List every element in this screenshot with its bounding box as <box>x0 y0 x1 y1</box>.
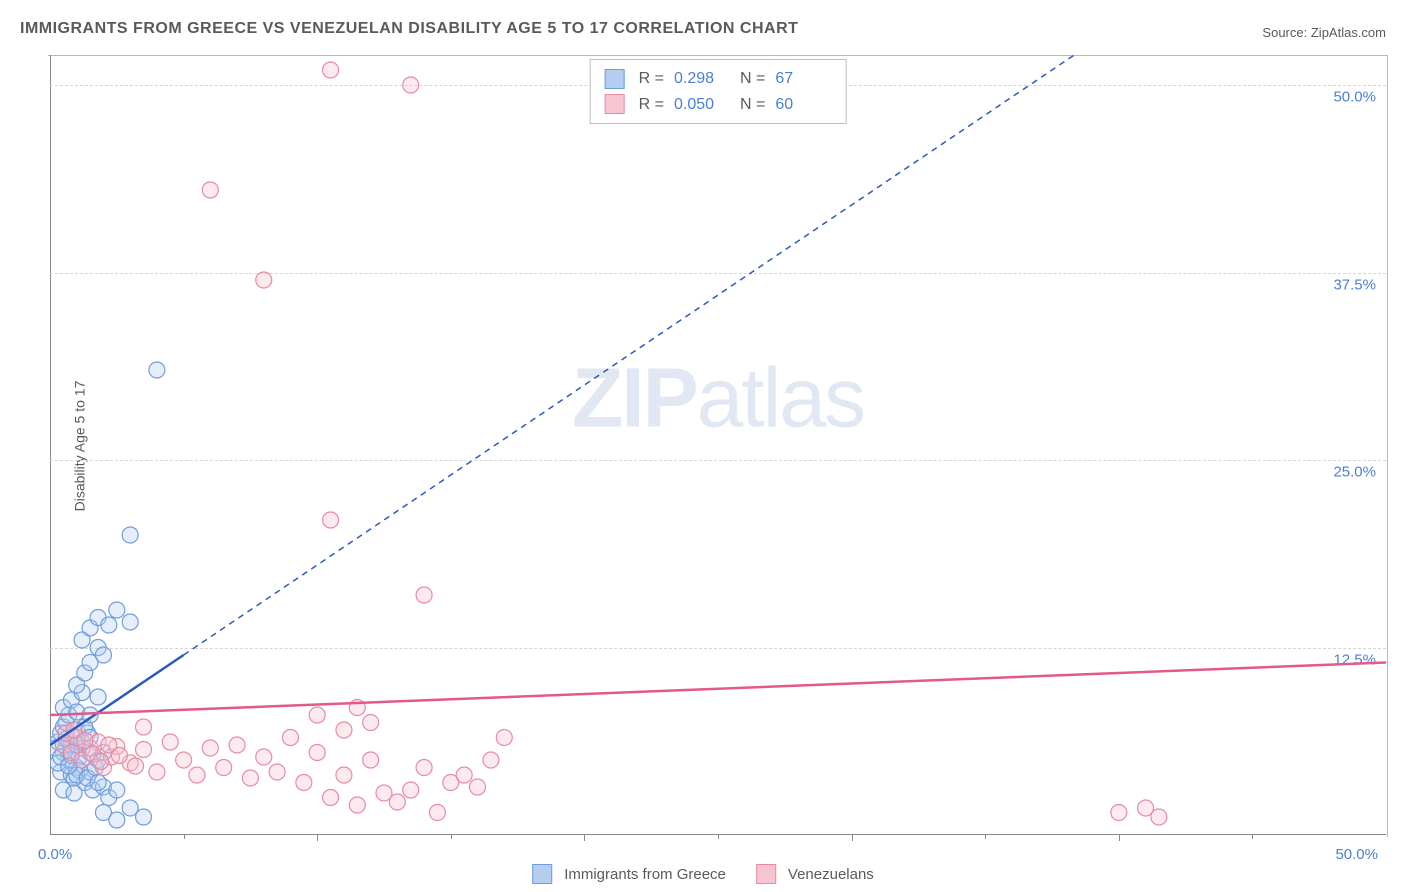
data-point-venezuelans <box>323 62 339 78</box>
data-point-venezuelans <box>216 760 232 776</box>
x-minor-tick <box>451 835 452 839</box>
legend-row-venezuelans: R = 0.050 N = 60 <box>605 92 832 118</box>
data-point-venezuelans <box>363 752 379 768</box>
x-axis-min-label: 0.0% <box>38 846 72 863</box>
data-point-venezuelans <box>229 737 245 753</box>
data-point-venezuelans <box>429 805 445 821</box>
data-point-venezuelans <box>296 775 312 791</box>
data-point-venezuelans <box>176 752 192 768</box>
data-point-venezuelans <box>403 782 419 798</box>
source-link[interactable]: ZipAtlas.com <box>1311 25 1386 40</box>
x-minor-tick <box>718 835 719 839</box>
data-point-venezuelans <box>323 512 339 528</box>
swatch-venezuelans-icon <box>756 864 776 884</box>
data-point-venezuelans <box>403 77 419 93</box>
data-point-greece <box>109 812 125 828</box>
data-point-venezuelans <box>1111 805 1127 821</box>
data-point-venezuelans <box>323 790 339 806</box>
x-tick <box>584 835 585 841</box>
x-tick <box>317 835 318 841</box>
scatter-svg <box>50 55 1386 835</box>
data-point-venezuelans <box>389 794 405 810</box>
data-point-venezuelans <box>202 740 218 756</box>
data-point-venezuelans <box>349 797 365 813</box>
data-point-venezuelans <box>416 587 432 603</box>
swatch-greece-icon <box>532 864 552 884</box>
x-tick <box>1119 835 1120 841</box>
data-point-venezuelans <box>496 730 512 746</box>
legend-label-greece: Immigrants from Greece <box>564 866 726 883</box>
data-point-venezuelans <box>149 764 165 780</box>
data-point-venezuelans <box>111 748 127 764</box>
data-point-venezuelans <box>336 722 352 738</box>
chart-title: IMMIGRANTS FROM GREECE VS VENEZUELAN DIS… <box>20 20 798 38</box>
data-point-venezuelans <box>136 719 152 735</box>
regression-line-venezuelans <box>50 663 1386 716</box>
data-point-greece <box>122 614 138 630</box>
series-legend: Immigrants from Greece Venezuelans <box>532 864 874 884</box>
data-point-venezuelans <box>282 730 298 746</box>
x-minor-tick <box>184 835 185 839</box>
n-label: N = <box>740 92 765 118</box>
source-label: Source: <box>1262 25 1307 40</box>
swatch-greece <box>605 69 625 89</box>
data-point-venezuelans <box>136 742 152 758</box>
r-value-greece: 0.298 <box>674 66 730 92</box>
x-minor-tick <box>985 835 986 839</box>
data-point-venezuelans <box>309 745 325 761</box>
data-point-venezuelans <box>162 734 178 750</box>
data-point-greece <box>90 689 106 705</box>
r-value-venezuelans: 0.050 <box>674 92 730 118</box>
data-point-venezuelans <box>416 760 432 776</box>
data-point-venezuelans <box>269 764 285 780</box>
legend-item-greece[interactable]: Immigrants from Greece <box>532 864 726 884</box>
data-point-venezuelans <box>336 767 352 783</box>
x-axis-max-label: 50.0% <box>1335 846 1378 863</box>
data-point-greece <box>109 782 125 798</box>
n-value-greece: 67 <box>775 66 831 92</box>
data-point-venezuelans <box>256 749 272 765</box>
data-point-venezuelans <box>1151 809 1167 825</box>
correlation-legend: R = 0.298 N = 67 R = 0.050 N = 60 <box>590 59 847 124</box>
data-point-venezuelans <box>483 752 499 768</box>
data-point-venezuelans <box>128 758 144 774</box>
data-point-greece <box>122 527 138 543</box>
r-label: R = <box>639 92 664 118</box>
data-point-greece <box>66 785 82 801</box>
data-point-venezuelans <box>363 715 379 731</box>
x-minor-tick <box>1252 835 1253 839</box>
n-label: N = <box>740 66 765 92</box>
data-point-venezuelans <box>242 770 258 786</box>
x-tick <box>852 835 853 841</box>
data-point-greece <box>90 775 106 791</box>
data-point-venezuelans <box>189 767 205 783</box>
n-value-venezuelans: 60 <box>775 92 831 118</box>
data-point-greece <box>95 647 111 663</box>
data-point-greece <box>136 809 152 825</box>
source-attribution: Source: ZipAtlas.com <box>1262 25 1386 40</box>
legend-row-greece: R = 0.298 N = 67 <box>605 66 832 92</box>
data-point-greece <box>101 617 117 633</box>
data-point-venezuelans <box>456 767 472 783</box>
chart-plot-area: 12.5%25.0%37.5%50.0% 0.0% 50.0% ZIPatlas… <box>50 55 1386 835</box>
regression-line-dashed-greece <box>184 55 1386 655</box>
legend-label-venezuelans: Venezuelans <box>788 866 874 883</box>
data-point-venezuelans <box>256 272 272 288</box>
data-point-venezuelans <box>309 707 325 723</box>
legend-item-venezuelans[interactable]: Venezuelans <box>756 864 874 884</box>
data-point-greece <box>149 362 165 378</box>
swatch-venezuelans <box>605 94 625 114</box>
data-point-venezuelans <box>202 182 218 198</box>
r-label: R = <box>639 66 664 92</box>
data-point-venezuelans <box>93 754 109 770</box>
data-point-venezuelans <box>470 779 486 795</box>
data-point-greece <box>109 602 125 618</box>
